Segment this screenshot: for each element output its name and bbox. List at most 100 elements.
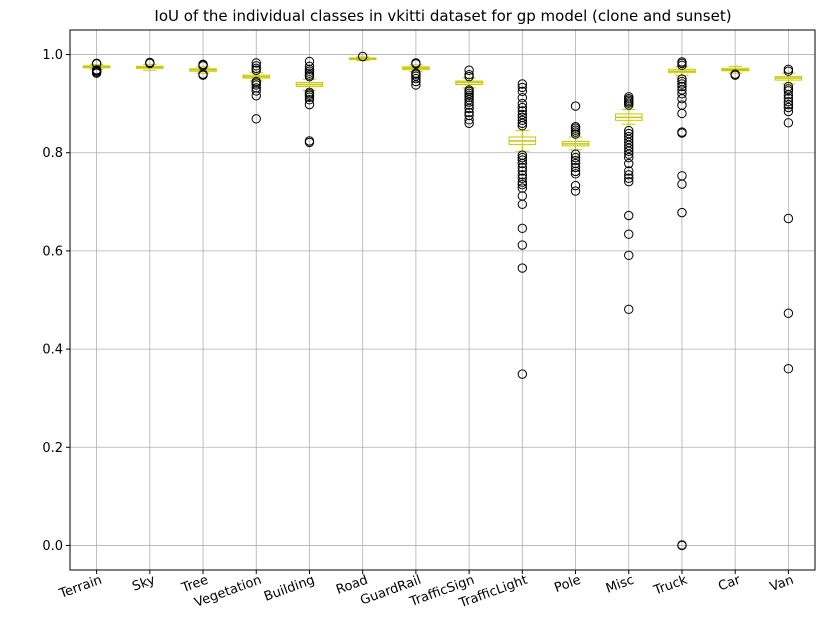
box-trafficlight [508, 79, 537, 379]
outlier-point [517, 152, 528, 163]
outlier-point [517, 109, 528, 120]
outlier-point [464, 118, 474, 128]
outlier-point [677, 81, 687, 92]
box-car [721, 65, 749, 80]
grid-lines [70, 30, 815, 570]
y-tick-label: 0.0 [42, 539, 63, 554]
outlier-point [677, 207, 687, 218]
outlier-point [624, 170, 634, 180]
outlier-point [517, 369, 528, 379]
outlier-point [304, 95, 315, 105]
outlier-point [304, 99, 315, 110]
outlier-point [517, 115, 528, 126]
outlier-point [624, 128, 634, 139]
outlier-point [624, 229, 634, 239]
box-sky [136, 57, 164, 71]
outlier-point [145, 57, 155, 68]
box-road [348, 51, 377, 62]
box-van [774, 64, 803, 374]
outlier-point [464, 85, 474, 95]
outlier-point [570, 166, 581, 177]
box-guardrail [402, 58, 430, 90]
outlier-point [517, 240, 528, 250]
outlier-point [517, 93, 528, 103]
box-tree [189, 59, 217, 80]
outlier-point [624, 125, 634, 136]
outlier-point [783, 118, 794, 128]
outlier-point [517, 263, 528, 273]
outlier-point [198, 59, 208, 70]
chart-title: IoU of the individual classes in vkitti … [154, 7, 731, 25]
outlier-point [517, 150, 528, 160]
outlier-point [783, 106, 794, 117]
outlier-point [570, 155, 581, 166]
box-vegetation [242, 58, 271, 124]
outlier-point [464, 65, 474, 75]
outlier-point [517, 191, 528, 201]
x-tick-label-sky: Sky [130, 573, 157, 595]
outlier-point [304, 87, 315, 98]
outlier-point [783, 213, 794, 224]
outlier-point [464, 69, 474, 80]
y-tick-label: 1.0 [42, 48, 63, 63]
outlier-point [517, 179, 528, 190]
outlier-point [91, 65, 102, 75]
y-tick-label: 0.6 [42, 244, 63, 259]
box-truck [668, 57, 696, 551]
outlier-point [783, 308, 794, 318]
box-terrain [82, 58, 111, 78]
outlier-point [677, 89, 687, 99]
outlier-point [570, 122, 581, 132]
x-tick-label-terrain: Terrain [57, 573, 104, 602]
outlier-point [517, 102, 528, 113]
outlier-point [570, 101, 581, 111]
outlier-point [677, 79, 687, 89]
outlier-point [251, 76, 261, 87]
outlier-point [517, 170, 528, 180]
outlier-point [624, 173, 634, 183]
outlier-point [677, 100, 687, 110]
x-tick-label-pole: Pole [552, 573, 582, 596]
y-tick-label: 0.4 [42, 343, 63, 358]
outlier-point [517, 162, 528, 173]
outlier-point [730, 69, 740, 79]
outlier-point [783, 81, 794, 92]
outlier-point [304, 56, 315, 67]
box-pole [561, 101, 590, 196]
outlier-point [624, 131, 634, 142]
outlier-point [783, 93, 794, 103]
outlier-point [570, 162, 581, 173]
outlier-point [517, 82, 528, 93]
outlier-point [783, 99, 794, 110]
outlier-point [464, 110, 474, 121]
outlier-point [464, 107, 474, 118]
y-tick-label: 0.8 [42, 146, 63, 161]
outlier-point [677, 76, 687, 87]
boxes [82, 51, 803, 551]
outlier-point [624, 92, 634, 102]
outlier-point [464, 100, 474, 110]
x-tick-label-building: Building [262, 573, 317, 605]
outlier-point [677, 74, 687, 84]
x-tick-label-car: Car [716, 572, 743, 594]
outlier-point [517, 86, 528, 97]
outlier-point [517, 112, 528, 123]
outlier-point [624, 304, 634, 315]
outlier-point [570, 186, 581, 196]
outlier-point [783, 102, 794, 113]
outlier-point [624, 152, 634, 163]
outlier-point [570, 180, 581, 191]
outlier-point [624, 250, 634, 261]
outlier-point [517, 177, 528, 187]
outlier-point [251, 58, 261, 68]
outlier-point [517, 183, 528, 193]
outlier-point [464, 115, 474, 125]
outlier-point [624, 210, 634, 221]
outlier-point [517, 173, 528, 183]
outlier-point [783, 96, 794, 107]
outlier-point [517, 166, 528, 176]
outlier-point [411, 58, 421, 68]
outlier-point [517, 79, 528, 89]
outlier-point [517, 106, 528, 116]
